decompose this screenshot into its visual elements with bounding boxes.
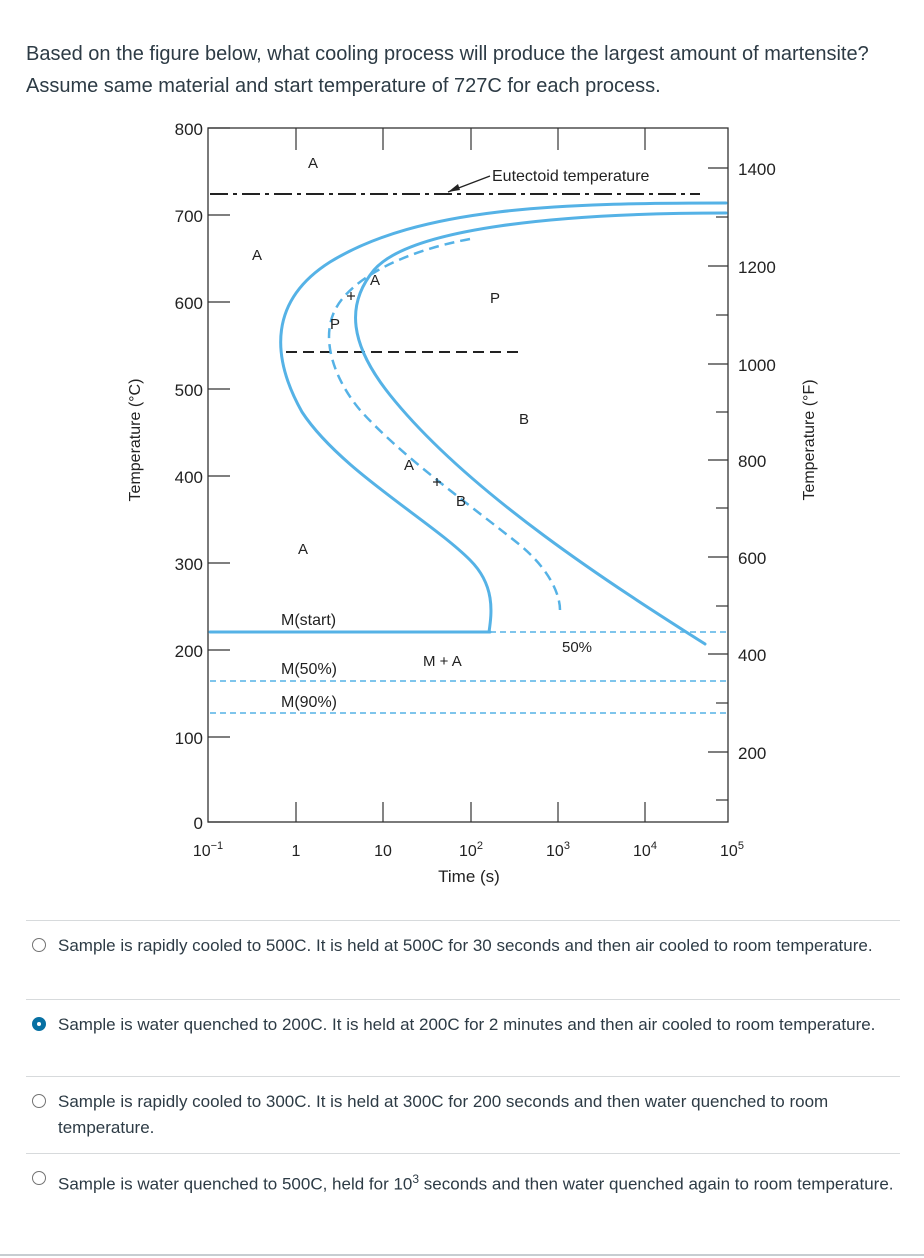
answer-list: Sample is rapidly cooled to 500C. It is … xyxy=(26,920,900,1233)
y-left-tick-0: 0 xyxy=(194,814,203,833)
label-p-dash: P xyxy=(330,316,340,333)
radio-button[interactable] xyxy=(32,1094,46,1108)
transformation-finish-curve xyxy=(354,211,728,646)
y-left-tick-500: 500 xyxy=(175,381,203,400)
radio-button-selected[interactable] xyxy=(32,1017,46,1031)
y-right-tick-600: 600 xyxy=(738,549,766,568)
right-axis-ticks xyxy=(708,167,728,801)
radio-button[interactable] xyxy=(32,938,46,952)
label-a-low: A xyxy=(298,541,308,558)
transformation-curves xyxy=(208,201,728,646)
x-tick-1: 1 xyxy=(292,843,301,860)
left-axis-tick-labels: 800 700 600 500 400 300 200 100 0 xyxy=(175,120,203,833)
answer-option-2[interactable]: Sample is water quenched to 200C. It is … xyxy=(26,999,900,1076)
y-left-tick-400: 400 xyxy=(175,468,203,487)
fifty-percent-curve xyxy=(327,237,562,611)
y-right-axis-title: Temperature (°F) xyxy=(801,379,818,500)
label-m50: M(50%) xyxy=(281,661,337,678)
y-right-tick-1000: 1000 xyxy=(738,356,776,375)
y-left-tick-300: 300 xyxy=(175,555,203,574)
plot-frame xyxy=(207,127,729,823)
x-tick-1000: 103 xyxy=(546,840,570,860)
x-axis-ticks xyxy=(295,128,646,822)
x-tick-10000: 104 xyxy=(633,840,657,860)
answer-option-4[interactable]: Sample is water quenched to 500C, held f… xyxy=(26,1153,900,1233)
label-m-start: M(start) xyxy=(281,612,336,629)
eutectoid-label: Eutectoid temperature xyxy=(492,168,650,185)
left-axis-ticks xyxy=(208,127,230,823)
y-left-tick-100: 100 xyxy=(175,729,203,748)
y-right-tick-800: 800 xyxy=(738,452,766,471)
question-text: Based on the figure below, what cooling … xyxy=(26,43,869,97)
martensite-lines xyxy=(210,631,726,714)
answer-option-1[interactable]: Sample is rapidly cooled to 500C. It is … xyxy=(26,920,900,999)
ttt-diagram: 800 700 600 500 400 300 200 100 0 1400 1… xyxy=(127,120,818,886)
answer-option-3[interactable]: Sample is rapidly cooled to 300C. It is … xyxy=(26,1076,900,1153)
y-right-tick-200: 200 xyxy=(738,744,766,763)
eutectoid-arrowhead xyxy=(448,184,460,192)
answer-text: Sample is water quenched to 500C, held f… xyxy=(58,1172,894,1194)
y-right-tick-1200: 1200 xyxy=(738,258,776,277)
label-p-region: P xyxy=(490,290,500,307)
label-a-left: A xyxy=(252,247,262,264)
y-left-tick-600: 600 xyxy=(175,294,203,313)
label-b-dash: B xyxy=(456,493,466,510)
bottom-divider xyxy=(0,1254,924,1256)
y-left-tick-700: 700 xyxy=(175,207,203,226)
region-labels: A A A P P B A B A M(start) M + A 50% M(5… xyxy=(252,155,592,711)
answer-text: Sample is rapidly cooled to 300C. It is … xyxy=(58,1092,829,1137)
label-m-plus-a: M + A xyxy=(423,653,462,670)
answer-text: Sample is rapidly cooled to 500C. It is … xyxy=(58,936,873,955)
right-axis-tick-labels: 1400 1200 1000 800 600 400 200 xyxy=(738,160,776,763)
label-a-dash-lower: A xyxy=(404,457,414,474)
transformation-start-curve xyxy=(279,201,728,634)
x-axis-tick-labels: 10−1 1 10 102 103 104 105 xyxy=(193,840,744,860)
y-right-tick-1400: 1400 xyxy=(738,160,776,179)
y-left-tick-800: 800 xyxy=(175,120,203,139)
x-tick-100: 102 xyxy=(459,840,483,860)
label-m90: M(90%) xyxy=(281,694,337,711)
label-fifty-percent: 50% xyxy=(562,639,592,656)
radio-button[interactable] xyxy=(32,1171,46,1185)
label-b-region: B xyxy=(519,411,529,428)
x-tick-100000: 105 xyxy=(720,840,744,860)
y-left-axis-title: Temperature (°C) xyxy=(127,379,144,502)
label-a-dash-upper: A xyxy=(370,272,380,289)
label-a-top: A xyxy=(308,155,318,172)
answer-text: Sample is water quenched to 200C. It is … xyxy=(58,1015,876,1034)
plus-markers xyxy=(347,292,441,486)
x-tick-10: 10 xyxy=(374,843,392,860)
x-axis-title: Time (s) xyxy=(438,867,500,886)
y-left-tick-200: 200 xyxy=(175,642,203,661)
y-right-tick-400: 400 xyxy=(738,646,766,665)
x-tick-0.1: 10−1 xyxy=(193,840,223,860)
